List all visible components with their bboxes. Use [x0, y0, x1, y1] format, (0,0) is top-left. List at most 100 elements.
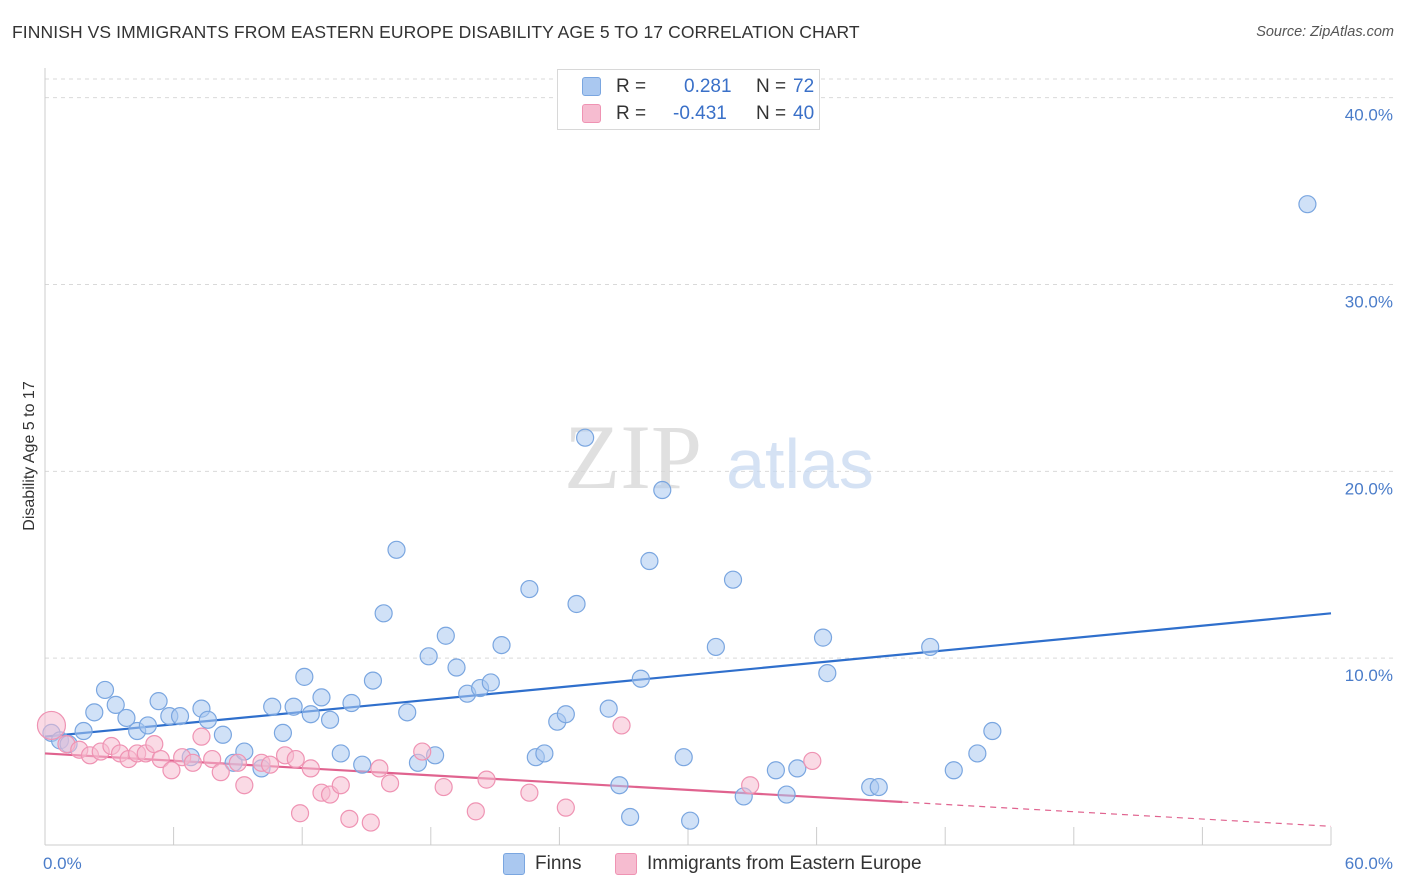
bottom-legend-swatch-immigrants [615, 853, 637, 875]
data-point-finns [363, 671, 383, 690]
data-point-finns [138, 716, 157, 735]
trend-lines [44, 612, 1332, 827]
data-point-immigrants [340, 809, 359, 828]
legend-n-value: 72 [793, 76, 815, 97]
data-point-immigrants [370, 759, 389, 778]
legend-r-value: 0.281 [684, 76, 732, 97]
watermark: ZIP atlas [564, 406, 874, 508]
data-point-finns [447, 658, 466, 677]
data-point-immigrants [301, 759, 320, 778]
data-point-immigrants [286, 749, 305, 769]
data-point-finns [331, 744, 350, 763]
data-point-finns [74, 721, 93, 741]
y-tick-label: 40.0% [1345, 106, 1393, 125]
stats-legend: R = 0.281 N = 72 R = -0.431 N = 40 [557, 69, 820, 130]
data-point-finns [706, 637, 725, 657]
data-point-finns [301, 705, 320, 724]
data-point-finns [818, 664, 837, 683]
data-point-finns [766, 761, 785, 780]
data-point-immigrants [290, 804, 310, 823]
data-point-immigrants [36, 710, 67, 741]
data-point-finns [492, 635, 511, 655]
data-point-immigrants [361, 813, 380, 832]
data-point-finns [342, 693, 361, 713]
data-point-immigrants [331, 776, 350, 795]
data-point-immigrants [556, 798, 575, 817]
data-point-finns [567, 594, 586, 614]
data-point-finns [968, 744, 987, 763]
legend-swatch-finns [582, 77, 601, 96]
data-point-finns [198, 710, 217, 729]
data-point-immigrants [162, 761, 181, 780]
data-point-finns [295, 667, 314, 686]
gridlines [45, 78, 1393, 659]
data-point-finns [610, 776, 629, 795]
data-point-immigrants [477, 770, 496, 789]
data-point-finns [653, 480, 672, 500]
data-point-finns [85, 703, 104, 722]
data-point-finns [813, 628, 833, 647]
data-point-finns [944, 761, 963, 780]
chart-title: FINNISH VS IMMIGRANTS FROM EASTERN EUROP… [12, 22, 860, 42]
data-point-finns [95, 680, 115, 700]
data-point-finns [106, 695, 125, 714]
data-point-finns [149, 692, 168, 711]
data-point-finns [273, 723, 293, 743]
data-point-finns [983, 721, 1002, 741]
data-point-immigrants [151, 749, 170, 769]
data-point-finns [481, 673, 500, 692]
legend-r-label: R = [616, 103, 647, 124]
data-point-finns [777, 785, 796, 804]
watermark-atlas: atlas [726, 425, 874, 503]
data-point-finns [681, 811, 700, 830]
bottom-legend-label-immigrants: Immigrants from Eastern Europe [647, 853, 922, 874]
data-point-finns [284, 697, 303, 716]
legend-r-label: R = [616, 76, 647, 97]
data-point-finns [869, 777, 888, 797]
data-point-finns [921, 637, 940, 657]
trend-line-finns [44, 612, 1332, 738]
x-tick-label-max: 60.0% [1345, 854, 1393, 873]
series-finns [42, 195, 1317, 830]
data-point-immigrants [803, 751, 822, 771]
data-point-finns [353, 755, 372, 774]
y-tick-labels: 10.0% 20.0% 30.0% 40.0% [1345, 106, 1393, 685]
data-point-finns [213, 725, 232, 744]
data-point-finns [320, 710, 340, 729]
trend-line-immigrants-extension [902, 801, 1332, 827]
data-point-immigrants [145, 735, 164, 754]
watermark-zip: ZIP [564, 406, 702, 508]
data-point-immigrants [183, 753, 202, 772]
legend-n-value: 40 [793, 103, 815, 124]
data-point-finns [723, 570, 743, 589]
legend-r-value: -0.431 [673, 103, 727, 124]
data-point-finns [535, 744, 554, 763]
data-point-finns [621, 807, 640, 827]
source-note: Source: ZipAtlas.com [1256, 24, 1394, 40]
data-point-finns [436, 626, 455, 645]
data-point-immigrants [413, 742, 432, 761]
x-tick-label-min: 0.0% [43, 854, 82, 873]
data-point-finns [1298, 195, 1317, 214]
data-point-finns [263, 697, 282, 716]
y-tick-label: 10.0% [1345, 666, 1393, 685]
data-point-finns [788, 759, 807, 778]
data-point-immigrants [520, 783, 539, 802]
data-point-finns [374, 604, 393, 623]
y-tick-label: 20.0% [1345, 479, 1393, 498]
data-point-finns [419, 647, 438, 666]
data-point-finns [387, 540, 406, 559]
data-point-immigrants [228, 753, 247, 772]
data-point-finns [520, 579, 539, 599]
series-immigrants [36, 710, 822, 832]
data-point-immigrants [211, 763, 230, 782]
data-point-immigrants [434, 777, 453, 797]
data-point-immigrants [612, 716, 631, 735]
y-axis-label: Disability Age 5 to 17 [21, 381, 38, 531]
data-point-finns [398, 703, 417, 722]
data-point-immigrants [380, 774, 400, 793]
legend-n-label: N = [756, 103, 787, 124]
data-point-finns [631, 669, 650, 688]
data-point-finns [576, 428, 595, 447]
